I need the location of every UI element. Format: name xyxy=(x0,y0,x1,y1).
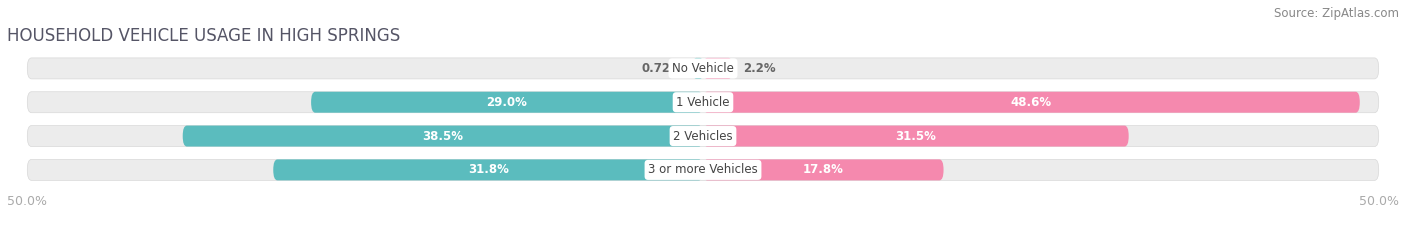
FancyBboxPatch shape xyxy=(273,159,703,180)
Text: No Vehicle: No Vehicle xyxy=(672,62,734,75)
FancyBboxPatch shape xyxy=(703,159,943,180)
Text: 1 Vehicle: 1 Vehicle xyxy=(676,96,730,109)
FancyBboxPatch shape xyxy=(183,126,703,146)
FancyBboxPatch shape xyxy=(693,58,703,79)
FancyBboxPatch shape xyxy=(27,92,1379,113)
FancyBboxPatch shape xyxy=(703,126,1129,146)
Text: 0.72%: 0.72% xyxy=(641,62,682,75)
FancyBboxPatch shape xyxy=(703,58,733,79)
FancyBboxPatch shape xyxy=(27,159,1379,180)
FancyBboxPatch shape xyxy=(27,126,1379,146)
Text: 29.0%: 29.0% xyxy=(486,96,527,109)
Text: 2 Vehicles: 2 Vehicles xyxy=(673,130,733,143)
Text: 3 or more Vehicles: 3 or more Vehicles xyxy=(648,163,758,176)
Text: 48.6%: 48.6% xyxy=(1011,96,1052,109)
Text: 31.5%: 31.5% xyxy=(896,130,936,143)
Text: Source: ZipAtlas.com: Source: ZipAtlas.com xyxy=(1274,7,1399,20)
Text: 31.8%: 31.8% xyxy=(468,163,509,176)
Text: HOUSEHOLD VEHICLE USAGE IN HIGH SPRINGS: HOUSEHOLD VEHICLE USAGE IN HIGH SPRINGS xyxy=(7,27,401,45)
Text: 2.2%: 2.2% xyxy=(744,62,776,75)
Text: 38.5%: 38.5% xyxy=(422,130,464,143)
FancyBboxPatch shape xyxy=(311,92,703,113)
FancyBboxPatch shape xyxy=(27,58,1379,79)
FancyBboxPatch shape xyxy=(703,92,1360,113)
Text: 17.8%: 17.8% xyxy=(803,163,844,176)
